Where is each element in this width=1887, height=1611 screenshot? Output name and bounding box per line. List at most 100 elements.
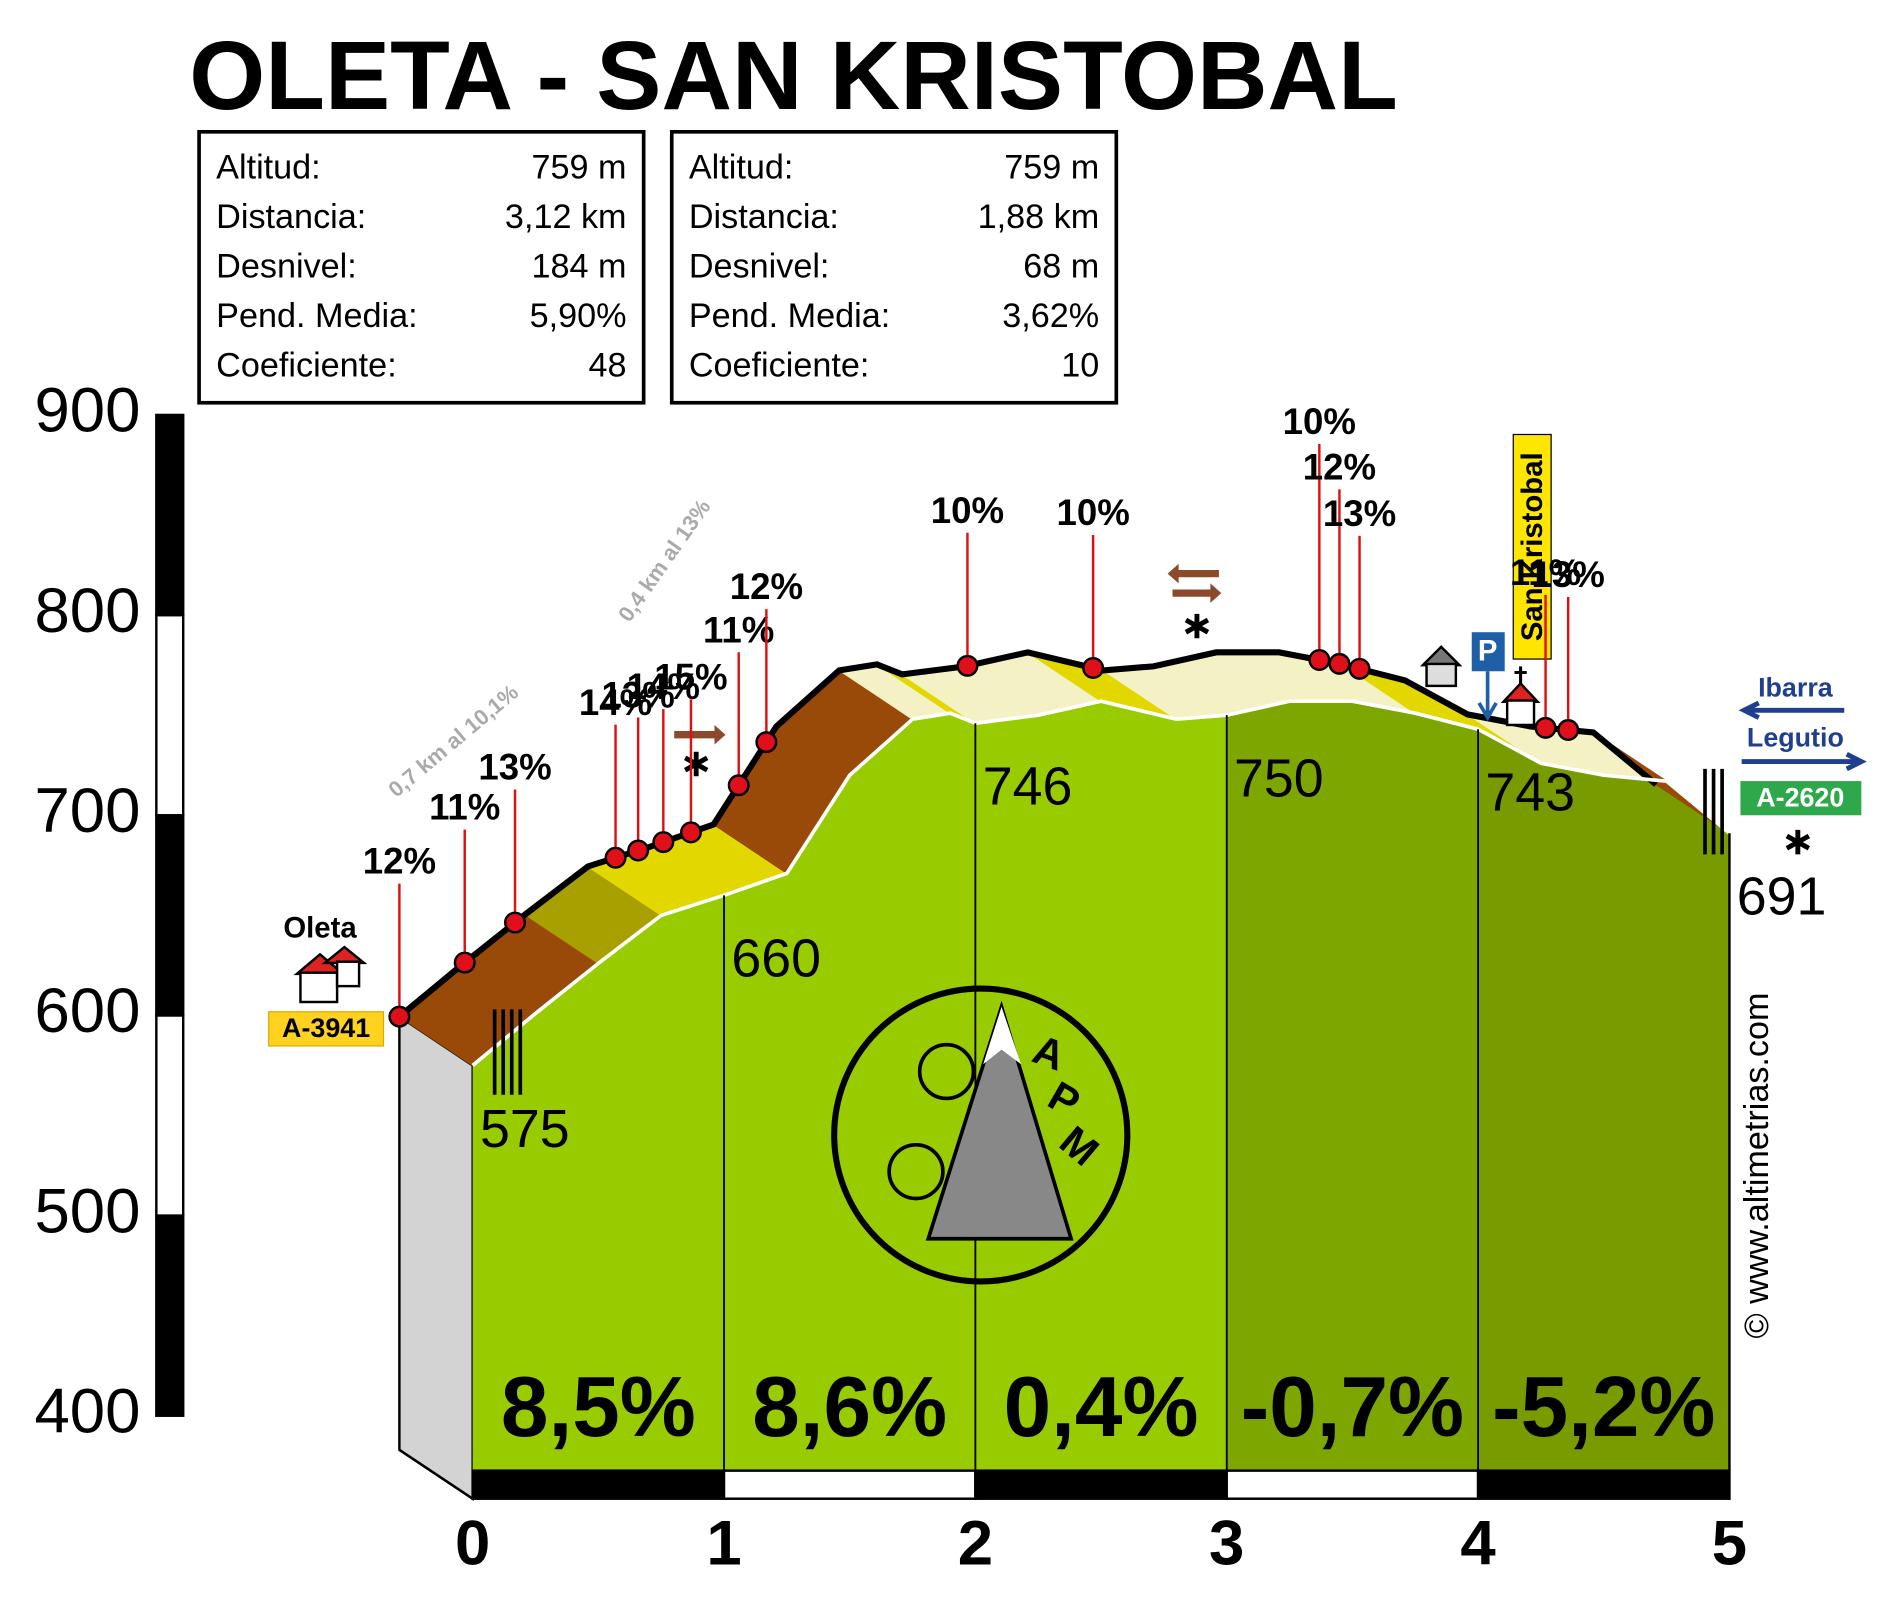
x-tick-label: 0 xyxy=(455,1508,490,1578)
y-tick-label: 700 xyxy=(35,776,141,846)
x-axis-band xyxy=(471,1469,726,1500)
segment-gradient-label: 8,5% xyxy=(501,1360,696,1455)
slope-marker xyxy=(1328,652,1351,675)
info-value: 5,90% xyxy=(530,297,627,335)
info-label: Altitud: xyxy=(689,149,794,187)
x-tick-label: 4 xyxy=(1460,1508,1495,1578)
slope-marker xyxy=(1534,716,1557,739)
x-tick-label: 2 xyxy=(958,1508,993,1578)
slope-marker xyxy=(727,774,750,797)
y-axis-band xyxy=(155,1014,185,1217)
summit-label: San Kristobal xyxy=(1516,452,1549,641)
slope-label: 10% xyxy=(931,490,1004,531)
slope-marker xyxy=(388,1005,411,1028)
info-box xyxy=(197,129,646,405)
slope-marker xyxy=(627,839,650,862)
y-axis-band xyxy=(155,413,185,617)
info-label: Pend. Media: xyxy=(689,297,890,335)
slope-label: 14% xyxy=(579,682,652,723)
info-value: 759 m xyxy=(1004,149,1099,187)
segment-fill xyxy=(472,895,725,1471)
destination-label: Ibarra xyxy=(1758,673,1834,703)
info-label: Distancia: xyxy=(689,198,839,236)
slope-marker xyxy=(755,731,778,754)
info-value: 184 m xyxy=(532,248,627,286)
logo-circle xyxy=(831,985,1131,1285)
x-axis-band xyxy=(974,1469,1228,1500)
slope-label: 12% xyxy=(363,841,436,882)
road-badge xyxy=(1740,781,1862,816)
start-road: A-3941 xyxy=(282,1013,370,1043)
segment-gradient-label: -0,7% xyxy=(1241,1360,1464,1455)
segment-fill xyxy=(1478,729,1730,1471)
segment-gradient-label: 0,4% xyxy=(1004,1360,1199,1455)
info-label: Desnivel: xyxy=(216,248,357,286)
y-tick-label: 400 xyxy=(35,1377,141,1447)
asterisk-icons xyxy=(683,613,1811,855)
slope-marker xyxy=(604,846,627,869)
parking-label: P xyxy=(1478,635,1498,668)
km-altitude-label: 660 xyxy=(731,929,821,989)
info-label: Distancia: xyxy=(216,198,366,236)
slope-marker xyxy=(453,951,476,974)
start-house-icon xyxy=(293,945,368,1004)
info-value: 1,88 km xyxy=(978,198,1100,236)
slope-marker xyxy=(1082,656,1105,679)
background-layer: Altitud: 759 m Distancia: 3,12 km Desnivel: 1… xyxy=(35,129,1747,1578)
direction-arrow xyxy=(1738,700,1845,720)
info-value: 3,12 km xyxy=(505,198,627,236)
slope-label: 14% xyxy=(627,666,700,707)
parking-arrow xyxy=(1477,671,1498,722)
y-axis-band xyxy=(155,1214,185,1417)
credit: © www.altimetrias.com xyxy=(1738,993,1776,1339)
church-icon xyxy=(1500,666,1541,727)
slope-marker xyxy=(1557,719,1580,742)
km-altitude-label: 750 xyxy=(1234,749,1324,809)
info-value: 48 xyxy=(589,346,627,384)
km-altitude-label: 746 xyxy=(983,757,1073,817)
slope-label: 11% xyxy=(703,609,774,650)
km-altitude-label: 743 xyxy=(1485,763,1575,823)
slope-label: 13% xyxy=(1323,493,1396,534)
slope-marker xyxy=(652,831,675,854)
side-face xyxy=(398,1014,474,1501)
slope-marker xyxy=(956,654,979,677)
segment-gradient-label: 8,6% xyxy=(752,1360,947,1455)
climb-note: 0,4 km al 13% xyxy=(613,495,715,626)
y-axis-band xyxy=(155,613,185,817)
slope-marker xyxy=(1308,649,1331,672)
logo-snow xyxy=(983,1006,1022,1065)
info-label: Coeficiente: xyxy=(689,346,870,384)
end-road: A-2620 xyxy=(1756,782,1844,812)
x-tick-label: 5 xyxy=(1712,1508,1747,1578)
logo-wheel xyxy=(887,1142,945,1201)
segment-fill xyxy=(975,701,1227,1471)
logo-mountain xyxy=(925,1000,1074,1241)
road-badge xyxy=(268,1011,385,1047)
slope-label: 11% xyxy=(1510,552,1581,593)
info-box xyxy=(669,129,1119,405)
km-altitude-label: 575 xyxy=(480,1099,570,1159)
y-tick-label: 800 xyxy=(35,576,141,646)
slope-marker xyxy=(1348,657,1371,680)
slope-label: 15% xyxy=(654,657,727,698)
slope-label: 11% xyxy=(429,787,500,828)
slope-label: 13% xyxy=(478,747,551,788)
info-value: 68 m xyxy=(1023,248,1099,286)
x-axis-band xyxy=(722,1469,977,1500)
x-axis-band xyxy=(1225,1469,1480,1500)
slope-label: 10% xyxy=(1056,492,1129,533)
slope-label: 12% xyxy=(730,566,803,607)
bridge-marks xyxy=(492,768,1724,1095)
info-value: 759 m xyxy=(532,149,627,187)
chart-title: OLETA - SAN KRISTOBAL xyxy=(189,21,1397,130)
bottom-edge xyxy=(398,1448,474,1500)
y-tick-label: 600 xyxy=(35,976,141,1046)
logo-wheel xyxy=(917,1042,976,1101)
x-tick-label: 1 xyxy=(706,1508,741,1578)
info-value: 3,62% xyxy=(1002,297,1099,335)
profile-line xyxy=(471,699,1731,1067)
destination-label: Legutio xyxy=(1747,723,1844,753)
info-label: Coeficiente: xyxy=(216,346,397,384)
slope-label: 10% xyxy=(1283,401,1356,442)
